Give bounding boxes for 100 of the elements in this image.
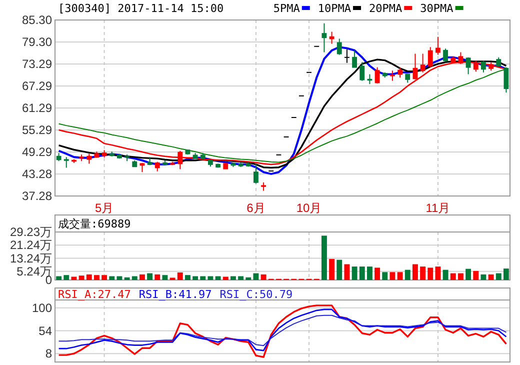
- bar: [496, 273, 502, 280]
- bar: [208, 276, 214, 280]
- bar: [374, 268, 380, 280]
- candlestick: [360, 62, 365, 82]
- candlestick: [504, 66, 509, 94]
- bar: [412, 264, 418, 280]
- bar: [215, 276, 221, 280]
- candlestick: [443, 48, 448, 62]
- y-tick-label: 61.29: [22, 101, 52, 115]
- candlestick: [86, 153, 92, 164]
- y-tick-label: 8: [45, 346, 52, 361]
- legend-label: 30PMA: [420, 2, 454, 15]
- y-tick-label: 79.30: [22, 34, 52, 49]
- bar: [177, 272, 183, 280]
- bar: [109, 276, 115, 280]
- bar: [488, 274, 494, 280]
- y-tick-label: 67.29: [22, 79, 52, 94]
- legend-label: 10PMA: [318, 2, 352, 15]
- x-tick-label: 10月: [296, 201, 322, 215]
- line-series: [58, 304, 508, 358]
- bar: [404, 270, 410, 280]
- chart-title: [300340] 2017-11-14 15:00: [58, 2, 224, 15]
- candlestick: [435, 36, 440, 56]
- x-tick-label: 6月: [246, 201, 266, 215]
- bar: [466, 268, 472, 280]
- candlestick: [466, 56, 471, 75]
- bar: [64, 275, 70, 280]
- bar: [162, 275, 168, 280]
- candlestick: [374, 66, 380, 84]
- y-tick-label: 43.28: [22, 167, 52, 182]
- bar: [366, 266, 372, 280]
- y-tick-label: 13.24万: [10, 251, 52, 266]
- candlestick: [398, 66, 403, 78]
- y-tick-label: 85.30: [22, 13, 52, 27]
- candlestick: [344, 48, 350, 64]
- bar: [253, 273, 259, 280]
- y-tick-label: 29.23万: [10, 225, 52, 239]
- series-label: RSI_C:50.79: [220, 288, 293, 301]
- bar: [458, 273, 464, 280]
- candlestick: [336, 38, 342, 56]
- bar: [390, 272, 396, 280]
- bar: [132, 276, 138, 280]
- bar: [71, 276, 77, 280]
- bar: [260, 274, 266, 280]
- bar: [382, 272, 388, 280]
- bar: [78, 276, 84, 280]
- bar: [352, 266, 358, 280]
- candlestick: [64, 156, 69, 168]
- candlestick: [428, 46, 433, 68]
- candlestick: [352, 50, 358, 68]
- bar: [94, 275, 100, 280]
- bar: [116, 276, 122, 280]
- bar: [154, 274, 160, 280]
- y-tick-label: 21.24万: [10, 238, 52, 252]
- y-tick-label: 54: [38, 324, 52, 338]
- line-series: [58, 314, 507, 346]
- y-tick-label: 73.29: [22, 57, 52, 72]
- y-tick-label: 37.28: [22, 189, 52, 203]
- bar: [344, 264, 350, 280]
- bar: [435, 266, 441, 280]
- legend-label: 20PMA: [369, 2, 403, 15]
- bar: [139, 274, 145, 280]
- bar: [397, 272, 403, 280]
- candlestick: [420, 53, 426, 73]
- bar: [56, 276, 62, 280]
- legend-label: 5PMA: [273, 2, 300, 15]
- bar: [480, 274, 486, 280]
- bar: [184, 275, 190, 280]
- x-tick-label: 5月: [94, 201, 114, 215]
- candlestick: [154, 161, 160, 172]
- bar: [200, 276, 206, 280]
- text: RSI_B:41.97: [138, 288, 212, 301]
- bar: [86, 274, 92, 280]
- y-tick-label: 55.29: [22, 122, 52, 137]
- bar: [102, 275, 108, 280]
- chart-title: 成交量:69889: [58, 218, 131, 230]
- line-series: [58, 308, 507, 352]
- candlestick: [480, 60, 486, 73]
- y-tick-label: 100: [32, 300, 52, 315]
- bar: [442, 270, 448, 280]
- y-tick-label: 49.29: [22, 144, 52, 159]
- bar: [359, 266, 365, 280]
- bar: [124, 277, 130, 280]
- bar: [192, 276, 198, 280]
- bar: [428, 268, 434, 280]
- candlestick: [253, 162, 258, 184]
- bar: [503, 268, 509, 280]
- bar: [230, 276, 236, 280]
- bar: [473, 270, 479, 280]
- text: RSI_A:27.47: [58, 288, 131, 301]
- bar: [246, 277, 252, 280]
- bar: [420, 266, 426, 280]
- bar: [321, 236, 327, 280]
- x-tick-label: 11月: [426, 201, 450, 215]
- bar: [238, 276, 244, 280]
- bar: [222, 276, 228, 280]
- bar: [450, 273, 456, 280]
- bar: [336, 260, 342, 280]
- bar: [329, 258, 335, 280]
- bar: [147, 273, 153, 280]
